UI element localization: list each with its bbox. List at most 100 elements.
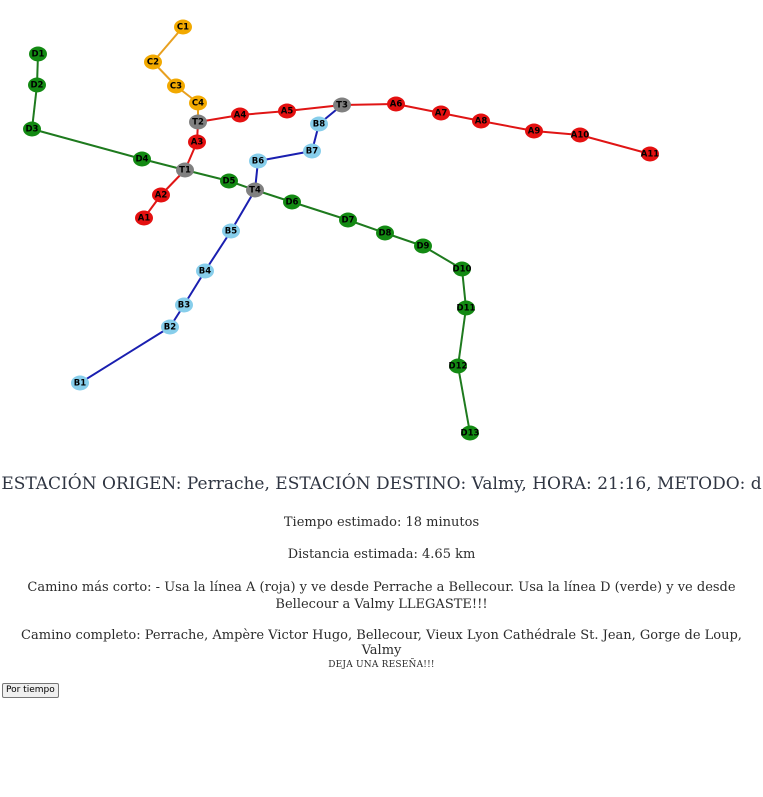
line-D-segment-D3-D4: [31, 128, 143, 160]
station-marker: [133, 151, 151, 167]
line-A-segment-T3-A6: [341, 103, 397, 106]
station-d3: D3: [23, 121, 41, 137]
station-marker: [189, 95, 207, 111]
metro-lines: [31, 26, 651, 434]
station-marker: [525, 123, 543, 139]
route-summary: ESTACIÓN ORIGEN: Perrache, ESTACIÓN DEST…: [1, 474, 762, 494]
line-D-segment-D12-D13: [457, 365, 471, 434]
metro-network-map: A1 A2 A3 A4 A5 A6 A7 A8 A9 A10 A11 B1 B2 B3 B4 B5 B6 B7 B8…: [23, 19, 659, 441]
station-marker: [135, 210, 153, 226]
review-prompt[interactable]: DEJA UNA RESEÑA!!!: [328, 660, 435, 670]
station-marker: [189, 114, 207, 130]
station-marker: [461, 425, 479, 441]
station-a4: A4: [231, 107, 249, 123]
station-b4: B4: [196, 263, 214, 279]
station-label: D5: [223, 177, 236, 187]
line-B-segment-B1-B2: [79, 326, 171, 384]
station-label: B8: [313, 120, 325, 130]
station-marker: [23, 121, 41, 137]
station-marker: [222, 223, 240, 239]
by-time-button[interactable]: Por tiempo: [2, 683, 59, 698]
station-label: D9: [417, 242, 430, 252]
station-label: B6: [252, 157, 264, 167]
station-marker: [246, 182, 264, 198]
station-label: D6: [286, 198, 299, 208]
line-B-segment-B6-B7: [257, 150, 313, 162]
station-c2: C2: [144, 54, 162, 70]
station-d1: D1: [29, 46, 47, 62]
station-marker: [387, 96, 405, 112]
station-label: B1: [74, 379, 86, 389]
station-label: A8: [475, 117, 488, 127]
station-marker: [144, 54, 162, 70]
station-label: C2: [147, 58, 159, 68]
station-a6: A6: [387, 96, 405, 112]
station-d10: D10: [453, 261, 472, 277]
station-marker: [339, 212, 357, 228]
station-t2: T2: [189, 114, 207, 130]
station-marker: [231, 107, 249, 123]
station-label: D3: [26, 125, 39, 135]
station-label: D11: [457, 304, 476, 314]
station-label: T3: [336, 101, 348, 111]
station-label: A11: [641, 150, 659, 160]
station-label: A4: [234, 111, 247, 121]
station-d5: D5: [220, 173, 238, 189]
station-label: D4: [136, 155, 149, 165]
station-label: A7: [435, 109, 448, 119]
station-marker: [220, 173, 238, 189]
station-a7: A7: [432, 105, 450, 121]
station-a10: A10: [571, 127, 589, 143]
station-label: T4: [249, 186, 261, 196]
station-b5: B5: [222, 223, 240, 239]
station-marker: [28, 77, 46, 93]
estimated-time: Tiempo estimado: 18 minutos: [283, 515, 480, 530]
station-d12: D12: [449, 358, 468, 374]
station-d4: D4: [133, 151, 151, 167]
line-D-segment-D6-D7: [291, 201, 349, 221]
station-marker: [188, 134, 206, 150]
station-marker: [152, 187, 170, 203]
station-marker: [571, 127, 589, 143]
station-a1: A1: [135, 210, 153, 226]
station-t4: T4: [246, 182, 264, 198]
line-A-segment-A10-A11: [579, 134, 651, 155]
station-c3: C3: [167, 78, 185, 94]
station-marker: [29, 46, 47, 62]
station-marker: [453, 261, 471, 277]
station-b1: B1: [71, 375, 89, 391]
station-b2: B2: [161, 319, 179, 335]
station-t1: T1: [176, 162, 194, 178]
station-label: D8: [379, 229, 392, 239]
station-marker: [249, 153, 267, 169]
station-label: A5: [281, 107, 294, 117]
station-label: A10: [571, 131, 589, 141]
station-label: T2: [192, 118, 204, 128]
station-marker: [71, 375, 89, 391]
line-B-segment-B5-T4: [230, 189, 256, 232]
station-label: A3: [191, 138, 204, 148]
station-label: A9: [528, 127, 541, 137]
station-label: D7: [342, 216, 355, 226]
station-label: A1: [138, 214, 151, 224]
line-A-segment-A5-T3: [286, 104, 343, 112]
station-label: T1: [179, 166, 191, 176]
line-B-segment-B4-B5: [204, 230, 232, 272]
station-marker: [432, 105, 450, 121]
station-marker: [283, 194, 301, 210]
station-marker: [278, 103, 296, 119]
station-label: A2: [155, 191, 168, 201]
estimated-distance: Distancia estimada: 4.65 km: [287, 547, 476, 562]
station-d11: D11: [457, 300, 476, 316]
complete-path-text: Camino completo: Perrache, Ampère Victor…: [21, 628, 742, 658]
station-marker: [333, 97, 351, 113]
station-label: A6: [390, 100, 403, 110]
station-marker: [641, 146, 659, 162]
station-a11: A11: [641, 146, 659, 162]
station-marker: [310, 116, 328, 132]
station-marker: [376, 225, 394, 241]
station-label: D10: [453, 265, 472, 275]
station-marker: [174, 19, 192, 35]
station-a9: A9: [525, 123, 543, 139]
station-label: B3: [178, 301, 190, 311]
